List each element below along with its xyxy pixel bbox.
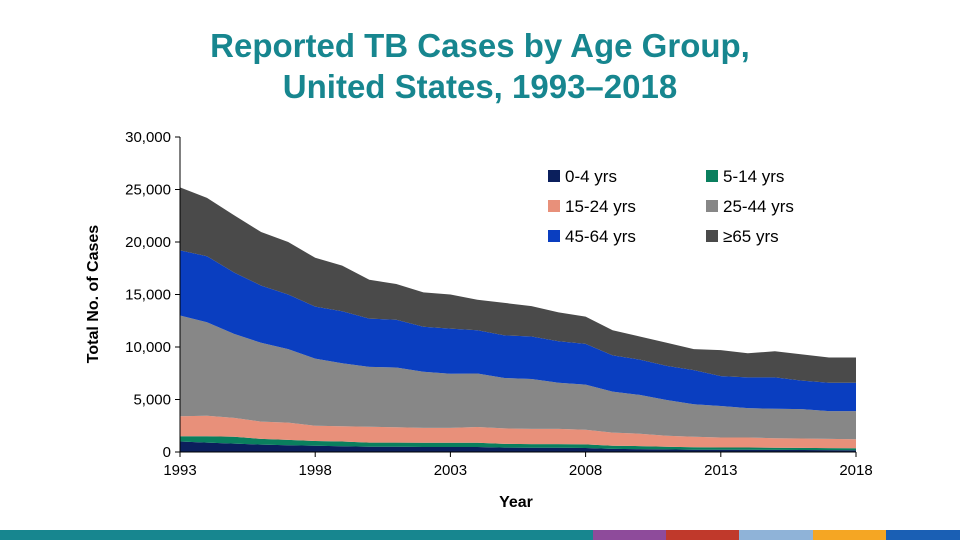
y-tick-label: 25,000 [125,182,171,199]
x-tick-label: 1998 [299,462,332,479]
legend-swatch [706,230,718,242]
legend-label: 25-44 yrs [723,197,794,216]
bottom-bar-segment [0,530,593,540]
legend-label: 0-4 yrs [565,167,617,186]
x-tick-label: 2018 [839,462,872,479]
area-series-0 [180,441,856,452]
bottom-bar-segment [666,530,739,540]
y-tick-label: 5,000 [133,392,171,409]
y-tick-label: 30,000 [125,129,171,146]
legend-swatch [548,200,560,212]
series-areas [180,187,856,452]
legend-label: 45-64 yrs [565,227,636,246]
x-axis-label: Year [499,494,533,511]
y-tick-label: 10,000 [125,339,171,356]
bottom-bar-segment [886,530,960,540]
axes: 0 5,000 10,000 15,000 20,000 25,000 30,000 1993… [125,129,873,479]
y-tick-label: 0 [163,444,171,461]
legend-swatch [548,230,560,242]
area-series-2 [180,415,856,449]
chart-title-line-1: Reported TB Cases by Age Group, [210,27,750,64]
x-tick-label: 2008 [569,462,602,479]
x-tick-label: 1993 [163,462,196,479]
legend-swatch [706,170,718,182]
chart-title-line-2: United States, 1993–2018 [282,68,678,105]
legend-label: 15-24 yrs [565,197,636,216]
x-tick-label: 2003 [434,462,467,479]
bottom-bar-segment [739,530,813,540]
y-tick-label: 15,000 [125,287,171,304]
legend-label: ≥65 yrs [723,227,779,246]
x-tick-label: 2013 [704,462,737,479]
y-tick-label: 20,000 [125,234,171,251]
area-series-1 [180,436,856,451]
y-axis-label: Total No. of Cases [85,225,102,363]
bottom-bar-segment [813,530,886,540]
legend-label: 5-14 yrs [723,167,784,186]
area-series-5 [180,187,856,383]
legend: 0-4 yrs 5-14 yrs 15-24 yrs 25-44 yrs 45-64 y… [548,167,794,246]
bottom-bar-segment [593,530,666,540]
area-series-4 [180,250,856,412]
legend-swatch [706,200,718,212]
area-series-3 [180,315,856,440]
legend-swatch [548,170,560,182]
